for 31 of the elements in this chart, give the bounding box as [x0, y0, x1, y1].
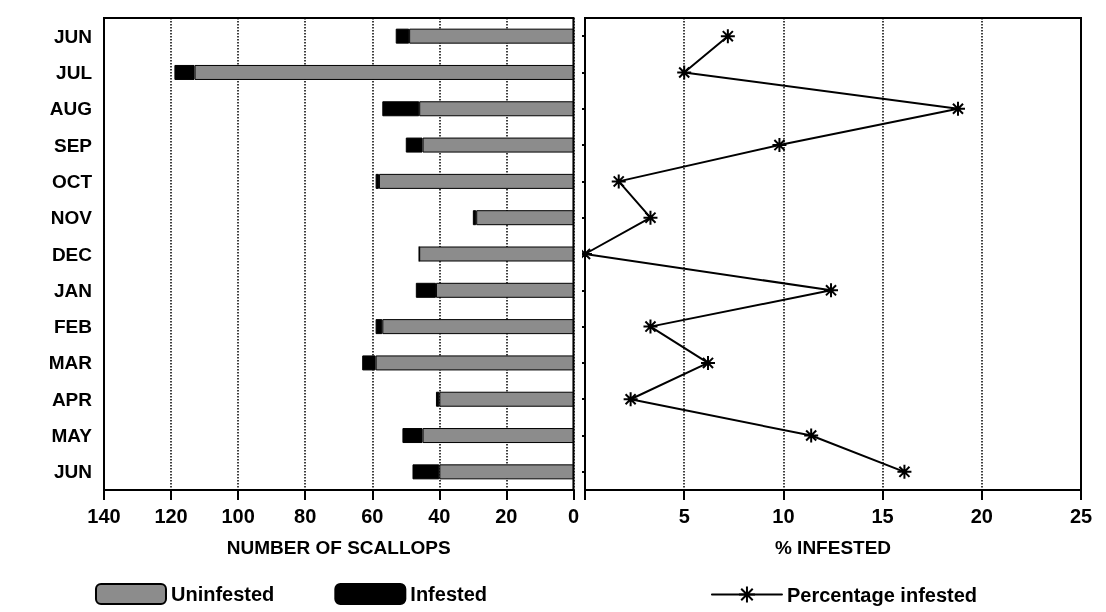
x-tick-label: 0: [567, 505, 579, 527]
y-tick-label: MAR: [48, 352, 93, 374]
x-tick-label: 100: [221, 505, 255, 527]
x-tick-label: 20: [970, 505, 993, 527]
y-tick-label: AUG: [49, 98, 92, 120]
x-tick-label: 40: [428, 505, 451, 527]
legend-label: Uninfested: [170, 583, 275, 605]
x-tick-label: 60: [361, 505, 384, 527]
y-tick-label: JUL: [56, 61, 93, 83]
y-tick-label: FEB: [54, 316, 92, 338]
x-axis-title: % INFESTED: [774, 537, 892, 558]
y-tick-label: MAY: [51, 425, 93, 447]
x-tick-label: 25: [1069, 505, 1093, 527]
y-tick-label: OCT: [51, 170, 93, 192]
y-tick-label: DEC: [51, 243, 93, 265]
y-tick-label: SEP: [53, 134, 93, 156]
legend-label: Percentage infested: [786, 583, 978, 606]
y-tick-label: JAN: [53, 279, 92, 301]
x-tick-label: 10: [772, 505, 795, 527]
x-tick-label: 15: [871, 505, 894, 527]
x-tick-label: 20: [495, 505, 518, 527]
y-tick-label: JUN: [53, 461, 92, 483]
y-tick-label: JUN: [53, 25, 92, 47]
x-tick-label: 80: [294, 505, 317, 527]
x-tick-label: 5: [678, 505, 690, 527]
legend-label: Infested: [410, 583, 488, 605]
x-axis-title: NUMBER OF SCALLOPS: [226, 537, 451, 558]
y-tick-label: APR: [51, 388, 93, 410]
x-tick-label: 120: [154, 505, 188, 527]
x-tick-label: 140: [87, 505, 121, 527]
y-tick-label: NOV: [50, 207, 93, 229]
